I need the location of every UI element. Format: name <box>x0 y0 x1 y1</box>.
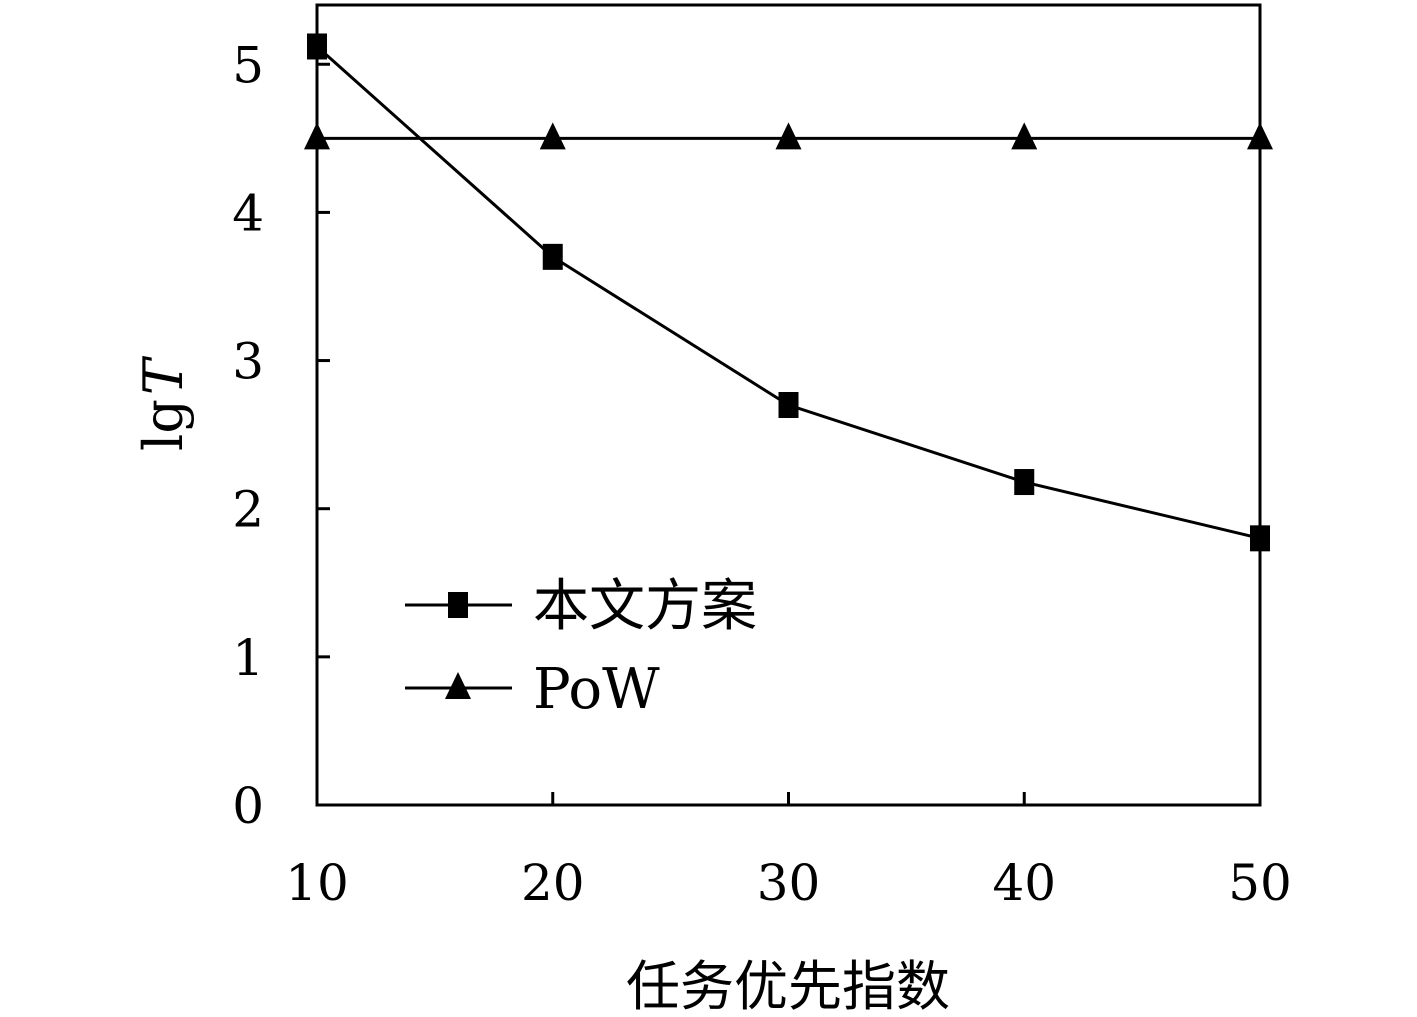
x-tick-label: 10 <box>285 854 349 912</box>
x-tick-label: 40 <box>992 854 1056 912</box>
y-tick-label: 1 <box>232 629 264 687</box>
legend-item: 本文方案 <box>405 574 757 639</box>
x-tick-label: 50 <box>1228 854 1292 912</box>
y-tick-label: 5 <box>232 36 264 94</box>
triangle-marker <box>1011 122 1038 150</box>
x-axis-label: 任务优先指数 <box>626 955 950 1017</box>
series-layer <box>304 33 1273 552</box>
y-tick-label: 2 <box>232 481 264 539</box>
square-marker <box>1250 525 1270 552</box>
triangle-marker <box>304 122 330 150</box>
legend-label: 本文方案 <box>533 574 757 639</box>
legend-triangle-marker <box>445 672 471 699</box>
triangle-marker <box>1247 122 1273 150</box>
square-marker <box>307 33 327 60</box>
square-marker <box>1014 469 1035 496</box>
legend-label: PoW <box>533 657 660 722</box>
legend-item: PoW <box>405 657 660 722</box>
y-axis-label-prefix: lg <box>132 399 195 451</box>
y-axis: 0 1 2 3 4 5 <box>232 36 330 835</box>
triangle-marker <box>539 122 566 150</box>
triangle-marker <box>775 122 802 150</box>
legend: 本文方案 PoW <box>405 574 757 722</box>
square-marker <box>778 392 799 418</box>
y-tick-label: 0 <box>232 777 264 835</box>
series-1 <box>304 122 1273 150</box>
legend-square-marker <box>448 592 468 618</box>
y-axis-label-var: T <box>132 355 195 395</box>
series-0 <box>307 33 1270 552</box>
y-tick-label: 4 <box>232 184 264 242</box>
x-tick-label: 20 <box>521 854 585 912</box>
y-axis-label: lgT <box>132 355 195 451</box>
square-marker <box>542 243 563 270</box>
x-axis: 10 20 30 40 50 <box>285 792 1292 912</box>
x-tick-label: 30 <box>757 854 821 912</box>
y-tick-label: 3 <box>232 333 264 391</box>
series-line <box>316 45 1261 540</box>
